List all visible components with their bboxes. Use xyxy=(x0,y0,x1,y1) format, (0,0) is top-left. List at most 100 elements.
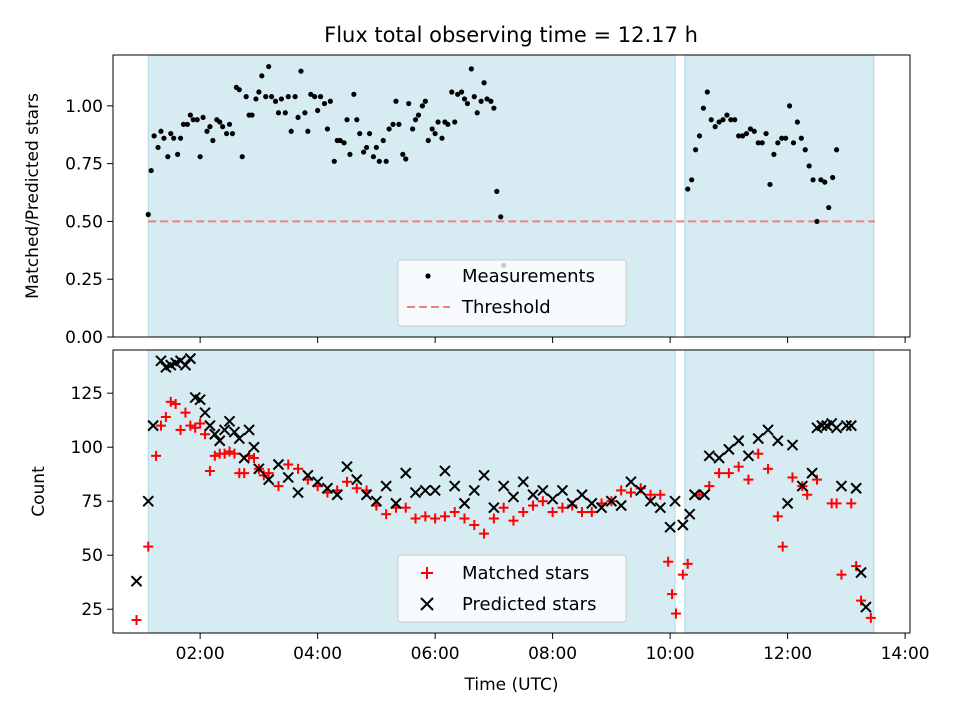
measurement-point xyxy=(239,154,245,160)
matched-star-point xyxy=(537,496,548,507)
measurement-point xyxy=(755,140,761,146)
matched-star-point xyxy=(180,407,191,418)
predicted-star-point xyxy=(272,458,285,471)
count-x-ticks: 02:00 04:00 06:00 08:00 10:00 12:00 14:00 xyxy=(176,633,930,664)
measurement-point xyxy=(197,154,203,160)
measurement-point xyxy=(249,112,255,118)
count-legend: Matched stars Predicted stars xyxy=(397,554,627,623)
predicted-star-point xyxy=(321,482,334,494)
count-panel-frame xyxy=(112,349,911,634)
measurement-point xyxy=(376,158,382,164)
matched-star-point xyxy=(248,453,259,464)
measurement-point xyxy=(315,107,321,114)
measurement-point xyxy=(308,91,314,97)
measurement-point xyxy=(775,140,781,146)
matched-star-point xyxy=(293,463,304,474)
matched-star-point xyxy=(777,541,788,552)
observing-interval-1 xyxy=(684,349,875,634)
predicted-star-point xyxy=(400,467,412,479)
measurement-point xyxy=(341,140,347,146)
measurement-point xyxy=(794,119,801,125)
predicted-star-point xyxy=(586,497,598,510)
measurement-point xyxy=(347,151,353,157)
matched-star-point xyxy=(645,489,656,500)
matched-star-point xyxy=(430,513,441,524)
x-tick-label: 02:00 xyxy=(176,644,225,664)
predicted-star-point xyxy=(194,393,206,406)
measurement-point xyxy=(155,144,161,151)
matched-star-point xyxy=(479,528,490,539)
measurement-point xyxy=(708,117,714,123)
matched-star-point xyxy=(498,502,509,513)
matched-star-point xyxy=(528,500,539,511)
predicted-star-point xyxy=(850,482,862,494)
measurement-point xyxy=(410,126,416,132)
y-tick-label: 125 xyxy=(71,384,103,404)
measurement-point xyxy=(253,96,259,102)
predicted-star-point xyxy=(155,355,167,367)
predicted-star-point xyxy=(223,415,236,427)
predicted-star-point xyxy=(723,443,735,456)
predicted-star-point xyxy=(497,480,510,492)
y-tick-label: 0.75 xyxy=(65,155,103,175)
measurement-point xyxy=(712,124,718,130)
predicted-star-point xyxy=(302,469,314,482)
matched-star-point xyxy=(209,450,220,461)
matched-star-point xyxy=(488,513,499,524)
matched-star-point xyxy=(351,483,362,494)
predicted-star-point xyxy=(262,473,275,486)
measurement-point xyxy=(732,117,738,123)
x-tick-label: 04:00 xyxy=(293,644,342,664)
measurement-point xyxy=(165,154,171,160)
predicted-star-point xyxy=(253,463,265,475)
matched-legend-label: Matched stars xyxy=(462,563,589,584)
measurement-point xyxy=(312,94,318,100)
measurement-point xyxy=(361,149,367,155)
predicted-star-point xyxy=(142,495,154,507)
measurement-point xyxy=(207,124,213,130)
measurement-point xyxy=(236,87,242,93)
matched-star-point xyxy=(224,446,235,457)
measurement-point xyxy=(689,177,695,183)
measurement-point xyxy=(357,130,363,137)
ratio-y-ticks: 0.00 0.25 0.50 0.75 1.00 xyxy=(65,97,113,348)
y-tick-label: 25 xyxy=(81,600,103,620)
count-legend-box xyxy=(397,554,627,623)
predicted-star-point xyxy=(796,480,809,492)
measurement-point xyxy=(481,80,487,86)
predicted-star-point xyxy=(546,493,559,505)
predicted-star-point xyxy=(507,491,520,503)
measurement-point xyxy=(354,117,360,123)
x-tick-label: 12:00 xyxy=(763,644,812,664)
predicted-star-point xyxy=(214,435,226,447)
predicted-star-point xyxy=(292,486,304,499)
predicted-star-point xyxy=(566,497,578,510)
predicted-star-point xyxy=(184,352,197,365)
measurement-point xyxy=(370,154,377,160)
measurement-point xyxy=(168,130,174,137)
matched-star-point xyxy=(846,498,857,509)
predicted-star-point xyxy=(840,419,853,432)
predicted-star-point xyxy=(179,359,192,371)
measurement-point xyxy=(292,94,298,100)
ratio-panel: 0.00 0.25 0.50 0.75 1.00 Matched/Predicted s… xyxy=(23,54,911,348)
measurement-point xyxy=(344,117,350,123)
measurement-point xyxy=(226,121,233,127)
matched-star-point xyxy=(851,561,862,572)
measurement-point xyxy=(331,158,337,164)
measurement-point xyxy=(380,137,386,144)
predicted-star-point xyxy=(816,419,828,432)
predicted-star-point xyxy=(243,424,255,436)
matched-star-point xyxy=(772,511,783,522)
measurement-point xyxy=(210,137,216,144)
predicted-star-point xyxy=(527,489,539,501)
measurement-point xyxy=(822,179,828,185)
matched-star-point xyxy=(787,472,798,483)
measurement-point xyxy=(767,181,773,188)
matched-star-point xyxy=(518,507,529,518)
measurement-point xyxy=(692,147,699,153)
measurement-point xyxy=(223,130,230,137)
measurement-point xyxy=(743,130,750,137)
matched-star-point xyxy=(723,468,734,479)
